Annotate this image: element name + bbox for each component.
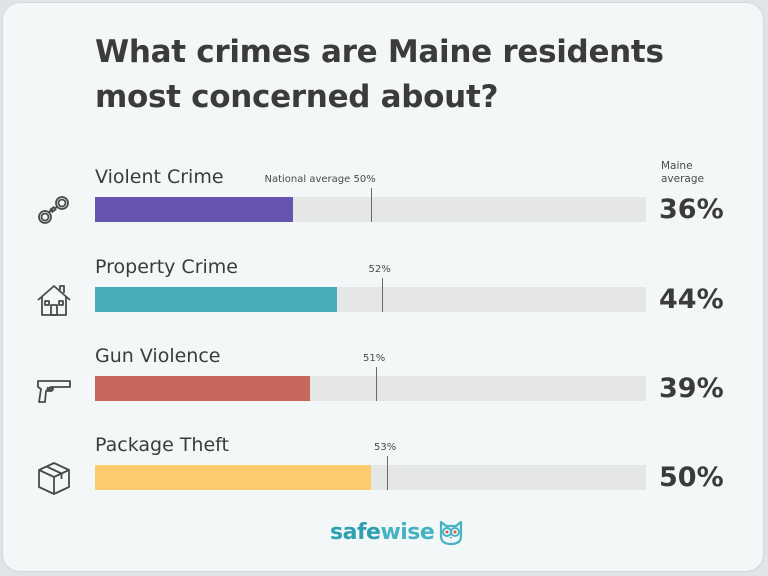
brand-part-wise: wise [380,519,435,545]
brand-wordmark: safewise [330,519,435,545]
owl-icon [440,520,463,546]
category-label: Violent Crime [95,166,224,188]
house-icon [34,280,74,320]
national-average-marker [387,456,389,490]
safewise-logo: safewise [330,518,464,546]
national-average-marker [376,367,377,401]
package-icon [34,458,74,498]
maine-average-value: 36% [659,194,724,225]
maine-bar [95,287,338,312]
bar-track [95,465,646,490]
national-average-marker [381,278,383,312]
maine-bar [95,376,310,401]
category-label: Package Theft [95,434,229,456]
maine-bar [95,465,371,490]
brand-part-safe: safe [330,519,381,545]
bar-row: Property Crime 52% 44% [0,254,768,334]
chart-title: What crimes are Maine residents most con… [95,34,664,115]
bar-row: Gun Violence 51% 39% [0,343,768,423]
bar-track [95,287,646,312]
gun-icon [34,369,74,409]
bar-row: Package Theft 53% 50% [0,432,768,512]
national-average-label: National average 50% [264,174,376,185]
bar-track [95,376,646,401]
bar-row: Violent Crime National average 50% 36% [0,164,768,244]
maine-bar [95,197,294,222]
national-average-label: 53% [374,442,397,453]
handcuffs-icon [34,190,74,230]
category-label: Gun Violence [95,345,221,367]
national-average-label: 51% [363,353,386,364]
maine-average-value: 39% [659,373,724,404]
national-average-marker [370,188,372,222]
maine-average-value: 44% [659,284,724,315]
category-label: Property Crime [95,256,238,278]
maine-average-value: 50% [659,462,724,493]
national-average-label: 52% [368,264,391,275]
maine-average-heading: Maine average [661,160,704,185]
